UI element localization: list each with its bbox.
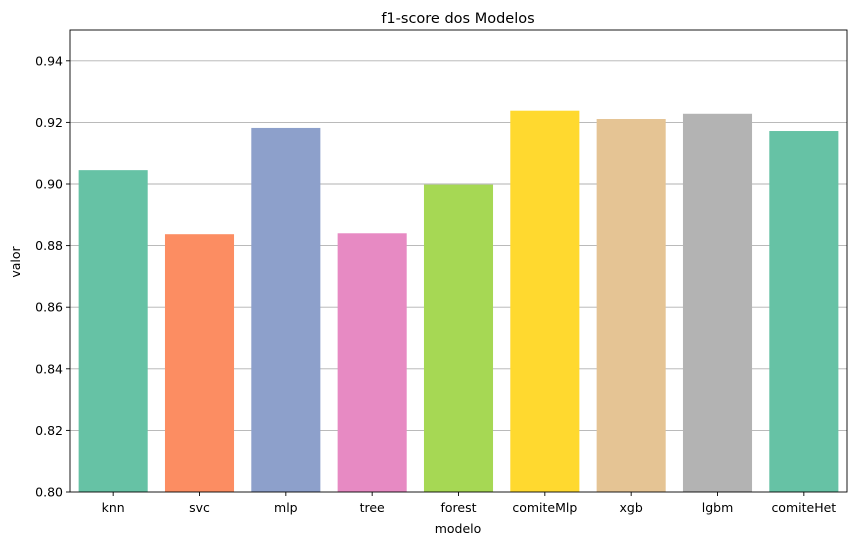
y-tick-label: 0.86 bbox=[35, 300, 63, 315]
x-tick-label: comiteMlp bbox=[512, 500, 577, 515]
x-tick-label: knn bbox=[102, 500, 125, 515]
x-tick-label: svc bbox=[189, 500, 210, 515]
bar-tree bbox=[337, 233, 407, 492]
bar-forest bbox=[423, 184, 494, 492]
x-tick-label: xgb bbox=[620, 500, 643, 515]
bars bbox=[78, 110, 839, 493]
x-tick-label: comiteHet bbox=[771, 500, 836, 515]
x-tick-label: lgbm bbox=[702, 500, 734, 515]
y-tick-label: 0.80 bbox=[35, 485, 63, 500]
bar-xgb bbox=[596, 119, 666, 493]
y-tick-label: 0.92 bbox=[35, 115, 63, 130]
bar-comiteMlp bbox=[510, 110, 580, 493]
bar-knn bbox=[78, 170, 148, 492]
chart-title: f1-score dos Modelos bbox=[381, 11, 534, 27]
bar-lgbm bbox=[682, 113, 753, 492]
x-tick-label: tree bbox=[360, 500, 385, 515]
x-axis-label: modelo bbox=[435, 521, 482, 536]
y-axis-label: valor bbox=[8, 245, 23, 277]
y-tick-label: 0.88 bbox=[35, 238, 63, 253]
y-ticks: 0.80 0.82 0.84 0.86 0.88 0.90 0.92 0.94 bbox=[35, 53, 70, 500]
bar-comiteHet bbox=[769, 131, 839, 493]
y-tick-label: 0.82 bbox=[35, 423, 63, 438]
y-tick-label: 0.94 bbox=[35, 53, 63, 68]
y-tick-label: 0.90 bbox=[35, 177, 63, 192]
x-tick-label: forest bbox=[440, 500, 476, 515]
y-tick-label: 0.84 bbox=[35, 361, 63, 376]
x-ticks: knn svc mlp tree forest comiteMlp xgb lgbm comit… bbox=[102, 492, 836, 515]
bar-svc bbox=[164, 234, 235, 493]
x-tick-label: mlp bbox=[274, 500, 298, 515]
bar-mlp bbox=[251, 127, 321, 492]
